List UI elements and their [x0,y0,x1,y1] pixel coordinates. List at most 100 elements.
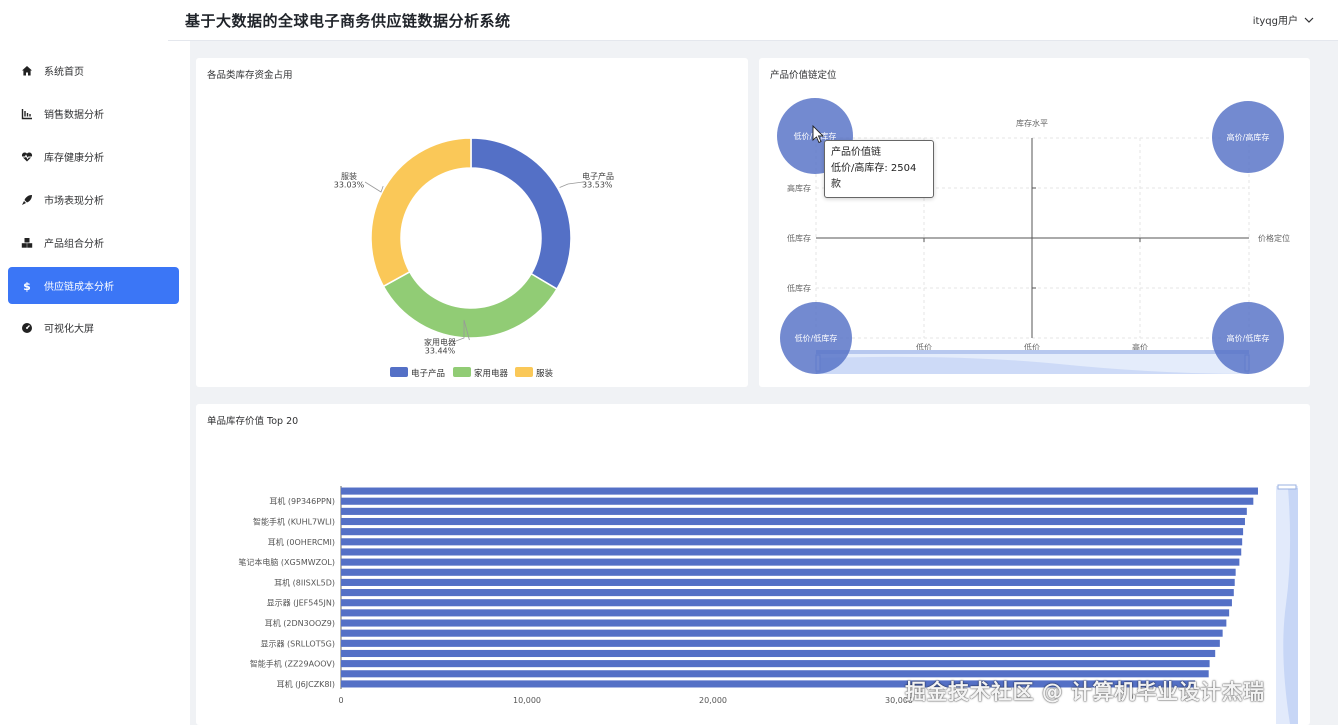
scatter-point[interactable]: 低价/低库存 [780,302,852,374]
bar[interactable] [341,639,1220,647]
category-label: 耳机 (J6JCZK8I) [277,679,335,689]
y-tick-label: 高库存 [787,183,811,193]
bar[interactable] [341,517,1245,526]
bar[interactable] [341,507,1247,515]
sidebar-item-inventory[interactable]: 库存健康分析 [8,138,179,175]
bar[interactable] [341,558,1240,566]
zoom-handle-top[interactable] [1277,484,1297,490]
bar[interactable] [341,649,1216,658]
sidebar: 系统首页 销售数据分析 库存健康分析 市场表现分析 产品组合分析 $ 供应链成本… [0,41,190,725]
svg-text:$: $ [23,280,31,292]
x-tick-label: 高价 [1132,342,1148,352]
bar[interactable] [341,670,1209,678]
bar[interactable] [341,568,1236,576]
bar[interactable] [341,609,1230,617]
category-label: 显示器 (JEF545JN) [267,599,335,608]
home-icon [20,64,34,78]
sidebar-item-label: 产品组合分析 [44,239,104,250]
x-tick-label: 10,000 [513,696,541,705]
line-chart-icon [20,107,34,121]
bar[interactable] [341,548,1242,556]
sidebar-item-label: 供应链成本分析 [44,282,114,293]
category-label: 显示器 (SRLLOT5G) [260,639,335,648]
user-name: ityqg用户 [1252,16,1298,27]
legend-swatch-appliances[interactable] [453,367,471,377]
x-tick-label: 低价 [916,342,932,352]
user-menu[interactable]: ityqg用户 [1253,12,1314,27]
slice-value-label: 33.03% [334,181,365,190]
bar[interactable] [341,528,1244,536]
label-line [364,181,384,193]
axis-ticks [923,187,1141,289]
matrix-chart: 库存水平 价格定位 高库存 低库存 低库存 低价 低价 高价 低价/高库存 高价… [777,98,1290,374]
tooltip-value: 低价/高库存: 2504 款 [831,163,917,190]
category-label: 耳机 (9P346PPN) [269,496,335,506]
bar[interactable] [341,578,1235,586]
rocket-icon [20,193,34,207]
category-label: 笔记本电脑 (XG5MWZOL) [238,557,335,567]
y-axis-label: 库存水平 [1016,118,1048,128]
legend-swatch-clothing[interactable] [515,367,533,377]
point-label: 高价/低库存 [1227,333,1270,343]
bar[interactable] [341,629,1223,637]
category-label: 耳机 (8IISXL5D) [274,577,335,587]
legend-swatch-electronics[interactable] [390,367,408,377]
chart-tooltip: 产品价值链 低价/高库存: 2504 款 [824,140,934,198]
sidebar-item-label: 销售数据分析 [44,110,104,121]
y-tick-label: 低库存 [787,283,811,293]
sidebar-item-home[interactable]: 系统首页 [8,52,179,89]
dollar-icon: $ [20,279,34,293]
sidebar-item-label: 可视化大屏 [44,324,94,335]
card-title: 产品价值链定位 [770,70,837,81]
bar[interactable] [341,497,1254,505]
legend-label: 家用电器 [474,368,509,379]
bar[interactable] [341,660,1210,668]
scatter-point[interactable]: 高价/低库存 [1212,302,1284,374]
slice-value-label: 33.44% [425,347,456,356]
data-zoom-slider[interactable] [815,350,1250,374]
sidebar-item-label: 市场表现分析 [44,196,104,207]
sidebar-item-portfolio[interactable]: 产品组合分析 [8,224,179,261]
x-tick-label: 20,000 [699,696,727,705]
x-axis-label: 价格定位 [1258,233,1290,243]
sidebar-item-market[interactable]: 市场表现分析 [8,181,179,218]
logo-area [0,0,168,41]
scatter-point[interactable]: 高价/高库存 [1212,101,1284,173]
pie-chart-card: 各品类库存资金占用 电子产品 家用电器 服装 电子产品 33.53% 家用电器 33.… [196,58,748,387]
point-label: 低价/低库存 [795,333,838,343]
data-zoom-vertical[interactable] [1276,484,1298,724]
bar[interactable] [341,487,1258,495]
cubes-icon [20,236,34,250]
sidebar-item-supply-cost[interactable]: $ 供应链成本分析 [8,267,179,304]
watermark: 掘金技术社区 @ 计算机毕业设计杰瑞 [905,680,1265,704]
slice-label: 家用电器 [424,337,456,347]
sidebar-item-sales[interactable]: 销售数据分析 [8,95,179,132]
category-label: 智能手机 (KUHL7WLI) [253,517,335,527]
bar[interactable] [341,599,1232,607]
sidebar-item-big-screen[interactable]: 可视化大屏 [8,309,179,346]
bar-chart-card: 单品库存价值 Top 20 耳机 (J6JCZK8I) 智能手机 (ZZ29AOO… [196,404,1310,725]
category-label: 耳机 (0OHERCMI) [268,537,335,547]
y-tick-label: 低库存 [787,233,811,243]
bar[interactable] [341,538,1243,546]
top-bar: 基于大数据的全球电子商务供应链数据分析系统 ityqg用户 [0,0,1338,41]
matrix-chart-card: 产品价值链定位 库存水平 价格定位 高库存 低库存 低库存 低价 低价 高价 [759,58,1310,387]
pie-slice[interactable] [470,137,572,291]
pie-slice[interactable] [382,270,559,339]
page-title: 基于大数据的全球电子商务供应链数据分析系统 [185,12,511,30]
tooltip-title: 产品价值链 [831,147,881,158]
label-line [559,181,584,188]
category-label: 耳机 (2DN3OOZ9) [265,618,335,628]
pie-chart: 电子产品 家用电器 服装 电子产品33.53%家用电器33.44%服装33.03… [334,137,614,379]
bar[interactable] [341,589,1234,597]
mouse-cursor-icon [812,124,825,144]
point-label: 高价/高库存 [1227,132,1270,142]
pie-slice[interactable] [370,137,472,288]
sidebar-item-label: 系统首页 [44,67,84,78]
legend-label: 电子产品 [411,368,445,379]
x-tick-label: 低价 [1024,342,1040,352]
chevron-down-icon [1304,17,1314,23]
label-line [455,319,470,342]
bar[interactable] [341,680,1196,688]
bar[interactable] [341,619,1227,627]
